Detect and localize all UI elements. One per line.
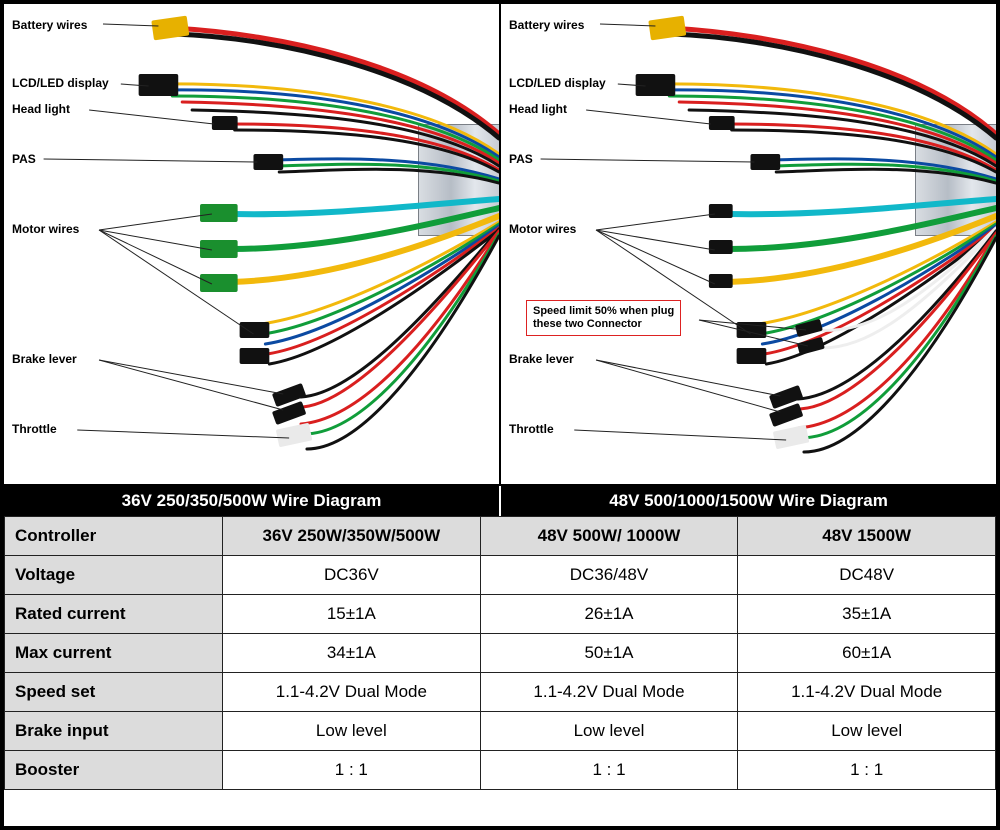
table-cell: 1 : 1 xyxy=(738,751,996,790)
wire-label-pas: PAS xyxy=(12,152,36,166)
table-row-label: Max current xyxy=(5,634,223,673)
wire-label-brake: Brake lever xyxy=(12,352,77,366)
table-cell: DC36/48V xyxy=(480,556,738,595)
table-cell: Low level xyxy=(223,712,481,751)
title-right: 48V 500/1000/1500W Wire Diagram xyxy=(499,486,996,516)
table-cell: DC36V xyxy=(223,556,481,595)
table-row-label: Brake input xyxy=(5,712,223,751)
table-row-label: Voltage xyxy=(5,556,223,595)
table-cell: 60±1A xyxy=(738,634,996,673)
table-header-cell: 36V 250W/350W/500W xyxy=(223,517,481,556)
wire-label-pas: PAS xyxy=(509,152,533,166)
table-row: Speed set1.1-4.2V Dual Mode1.1-4.2V Dual… xyxy=(5,673,996,712)
table-cell: 1.1-4.2V Dual Mode xyxy=(480,673,738,712)
table-header-cell: 48V 1500W xyxy=(738,517,996,556)
table-row: Booster1 : 11 : 11 : 1 xyxy=(5,751,996,790)
table-header-cell: 48V 500W/ 1000W xyxy=(480,517,738,556)
table-cell: 35±1A xyxy=(738,595,996,634)
table-row-label: Booster xyxy=(5,751,223,790)
diagram-left: Battery wires LCD/LED display Head light PA… xyxy=(4,4,499,484)
wire-label-lcd: LCD/LED display xyxy=(12,76,109,90)
wire-label-lcd: LCD/LED display xyxy=(509,76,606,90)
table-cell: 1.1-4.2V Dual Mode xyxy=(738,673,996,712)
table-cell: 26±1A xyxy=(480,595,738,634)
table-row: Brake inputLow levelLow levelLow level xyxy=(5,712,996,751)
table-cell: 1.1-4.2V Dual Mode xyxy=(223,673,481,712)
title-left: 36V 250/350/500W Wire Diagram xyxy=(4,486,499,516)
diagram-row: Battery wires LCD/LED display Head light PA… xyxy=(4,4,996,486)
table-cell: Low level xyxy=(480,712,738,751)
diagram-right: Speed limit 50% when plug these two Conn… xyxy=(499,4,996,484)
wire-label-throttle: Throttle xyxy=(509,422,554,436)
table-cell: DC48V xyxy=(738,556,996,595)
speed-note-line2: these two Connector xyxy=(533,318,642,330)
table-row: VoltageDC36VDC36/48VDC48V xyxy=(5,556,996,595)
table-header-cell: Controller xyxy=(5,517,223,556)
table-header-row: Controller36V 250W/350W/500W48V 500W/ 10… xyxy=(5,517,996,556)
speed-limit-note: Speed limit 50% when plug these two Conn… xyxy=(526,300,681,336)
wire-label-head: Head light xyxy=(12,102,70,116)
wire-label-battery: Battery wires xyxy=(509,18,584,32)
table-cell: 50±1A xyxy=(480,634,738,673)
wire-label-head: Head light xyxy=(509,102,567,116)
wire-label-motor: Motor wires xyxy=(12,222,79,236)
table-cell: 15±1A xyxy=(223,595,481,634)
table-cell: 1 : 1 xyxy=(480,751,738,790)
table-row-label: Speed set xyxy=(5,673,223,712)
table-cell: 1 : 1 xyxy=(223,751,481,790)
wire-label-motor: Motor wires xyxy=(509,222,576,236)
table-cell: 34±1A xyxy=(223,634,481,673)
spec-table: Controller36V 250W/350W/500W48V 500W/ 10… xyxy=(4,516,996,790)
table-body: VoltageDC36VDC36/48VDC48VRated current15… xyxy=(5,556,996,790)
table-cell: Low level xyxy=(738,712,996,751)
page: Battery wires LCD/LED display Head light PA… xyxy=(0,0,1000,830)
table-row-label: Rated current xyxy=(5,595,223,634)
table-row: Max current34±1A50±1A60±1A xyxy=(5,634,996,673)
wire-label-brake: Brake lever xyxy=(509,352,574,366)
table-row: Rated current15±1A26±1A35±1A xyxy=(5,595,996,634)
speed-note-line1: Speed limit 50% when plug xyxy=(533,305,674,317)
wire-label-battery: Battery wires xyxy=(12,18,87,32)
title-bar: 36V 250/350/500W Wire Diagram 48V 500/10… xyxy=(4,486,996,516)
wire-label-throttle: Throttle xyxy=(12,422,57,436)
